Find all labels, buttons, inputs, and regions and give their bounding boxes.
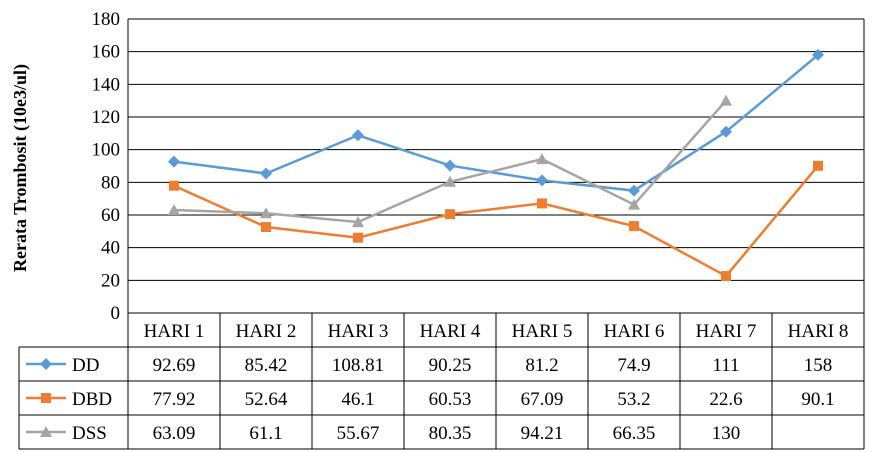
data-point	[629, 221, 639, 232]
data-point	[628, 198, 640, 210]
data-label: 108.81	[332, 355, 384, 376]
series-line-dd	[173, 53, 819, 192]
data-point	[444, 175, 456, 187]
data-label: 66.35	[613, 423, 656, 444]
data-point	[445, 209, 455, 220]
y-tick-label: 0	[111, 303, 121, 324]
legend-label: DSS	[72, 423, 107, 444]
legend-marker	[41, 393, 51, 403]
data-point	[352, 129, 364, 142]
data-point	[720, 94, 732, 106]
y-axis-label: Rerata Trombosit (10e3/ul)	[10, 64, 31, 272]
data-point	[168, 203, 180, 215]
x-tick-label: HARI 8	[788, 321, 849, 342]
data-point	[721, 271, 731, 282]
legend-label: DBD	[72, 389, 112, 410]
y-tick-label: 100	[92, 140, 121, 161]
legend-marker	[40, 358, 52, 370]
y-tick-label: 40	[101, 238, 120, 259]
data-label: 55.67	[337, 423, 380, 444]
y-tick-label: 20	[101, 270, 120, 291]
data-label: 77.92	[153, 389, 196, 410]
data-point	[260, 167, 272, 180]
data-point	[352, 216, 364, 228]
data-point	[537, 198, 547, 209]
gridlines	[127, 18, 865, 449]
y-tick-label: 80	[101, 172, 120, 193]
data-label: 80.35	[429, 423, 472, 444]
data-label: 60.53	[429, 389, 472, 410]
y-tick-label: 140	[92, 74, 121, 95]
data-label: 74.9	[617, 355, 650, 376]
data-label: 46.1	[341, 389, 374, 410]
data-point	[444, 159, 456, 172]
data-point	[261, 222, 271, 233]
series-line-dbd	[173, 165, 819, 278]
data-point	[168, 155, 180, 168]
data-label: 90.25	[429, 355, 472, 376]
data-label: 94.21	[521, 423, 564, 444]
data-point	[628, 184, 640, 197]
data-label: 111	[712, 355, 739, 376]
data-point	[260, 207, 272, 219]
data-point	[169, 180, 179, 191]
data-point	[353, 232, 363, 243]
data-label: 63.09	[153, 423, 196, 444]
y-tick-label: 60	[101, 205, 120, 226]
data-label: 90.1	[801, 389, 834, 410]
data-label: 81.2	[525, 355, 558, 376]
data-point	[536, 153, 548, 165]
x-tick-label: HARI 7	[696, 321, 757, 342]
data-label: 22.6	[709, 389, 742, 410]
data-label: 92.69	[153, 355, 196, 376]
x-tick-label: HARI 4	[420, 321, 481, 342]
y-axis-ticks: 0 20 40 60 80 100 120 140 160 180	[92, 9, 121, 324]
data-point	[812, 48, 824, 61]
data-label: 52.64	[245, 389, 288, 410]
data-label: 53.2	[617, 389, 650, 410]
data-label: 158	[804, 355, 833, 376]
y-tick-label: 120	[92, 107, 121, 128]
x-tick-label: HARI 5	[512, 321, 573, 342]
data-point	[813, 160, 823, 171]
data-label: 61.1	[249, 423, 282, 444]
x-tick-label: HARI 2	[236, 321, 297, 342]
series-lines	[168, 48, 824, 282]
data-label: 85.42	[245, 355, 288, 376]
data-label: 67.09	[521, 389, 564, 410]
y-tick-label: 160	[92, 42, 121, 63]
x-tick-label: HARI 3	[328, 321, 389, 342]
x-tick-label: HARI 6	[604, 321, 665, 342]
y-tick-label: 180	[92, 9, 121, 30]
data-table: HARI 1 HARI 2 HARI 3 HARI 4 HARI 5 HARI 6 HARI…	[18, 312, 864, 450]
legend-label: DD	[72, 355, 99, 376]
data-label: 130	[712, 423, 741, 444]
data-point	[536, 174, 548, 187]
x-tick-label: HARI 1	[144, 321, 205, 342]
data-point	[720, 125, 732, 138]
legend-marker	[40, 426, 52, 437]
